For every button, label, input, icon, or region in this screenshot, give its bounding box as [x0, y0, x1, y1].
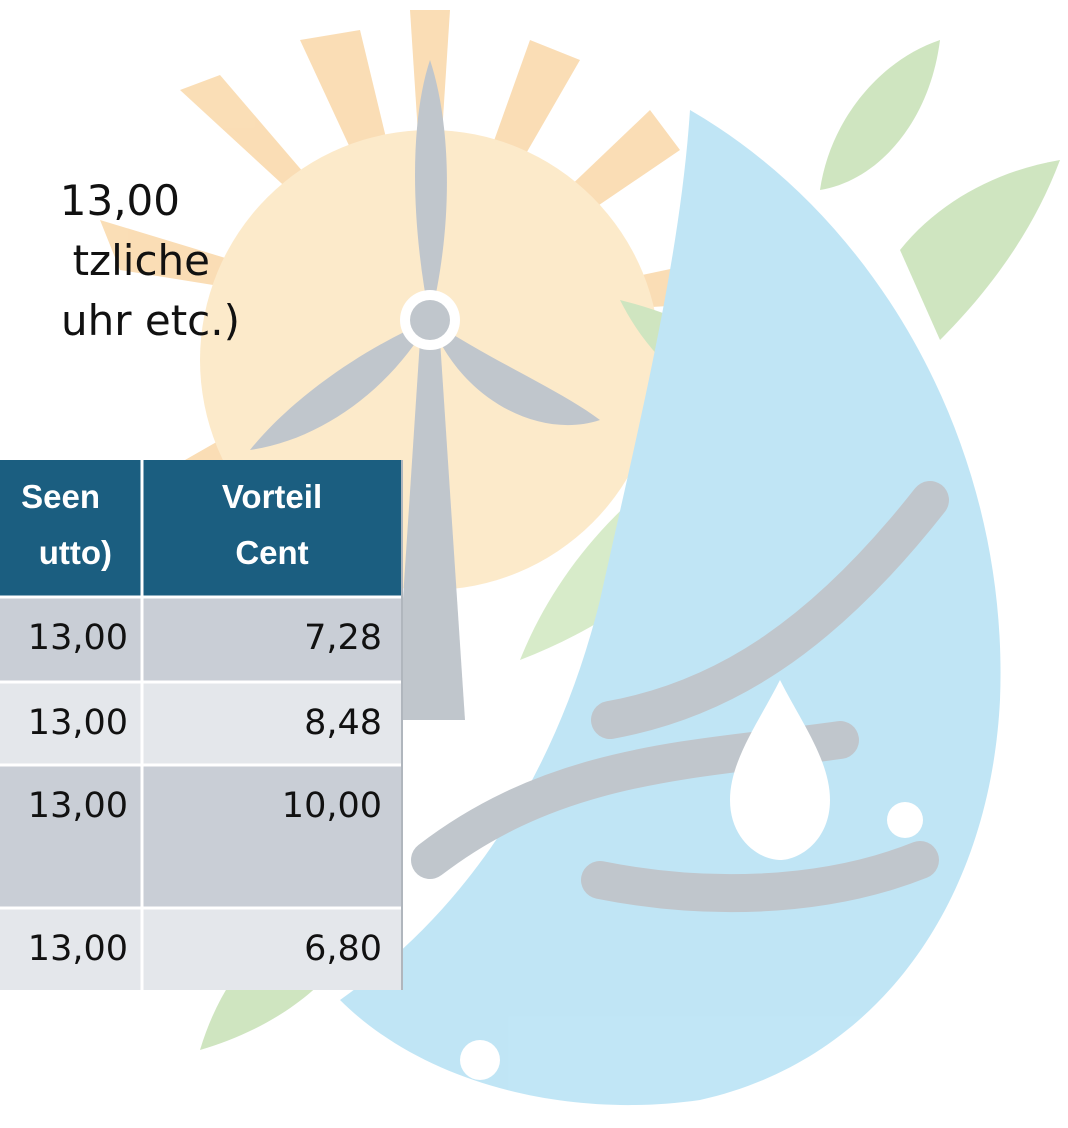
table-cell: 13,00 — [28, 786, 128, 826]
background-logo — [100, 10, 1060, 1106]
table: Seen utto) Vorteil Cent 13,00 7,28 13,00 8,… — [0, 460, 403, 990]
table-cell: 13,00 — [28, 618, 128, 658]
text-line: 13,00 — [60, 176, 180, 225]
text-line: uhr etc.) — [61, 296, 240, 345]
text-line: tzliche — [73, 236, 210, 285]
table-cell: 10,00 — [282, 786, 382, 826]
table-row — [0, 765, 402, 908]
table-cell: 13,00 — [28, 703, 128, 743]
table-row — [0, 682, 402, 765]
table-header — [0, 460, 402, 597]
table-row — [0, 908, 402, 990]
table-cell: 6,80 — [304, 929, 382, 969]
header-cell: Seen — [21, 478, 100, 515]
table-row — [0, 597, 402, 682]
table-cell: 8,48 — [304, 703, 382, 743]
text-block: 13,00 tzliche uhr etc.) — [60, 176, 240, 345]
table-body: 13,00 7,28 13,00 8,48 13,00 10,00 13,00 6,80 — [0, 460, 403, 990]
header-cell: utto) — [39, 534, 112, 571]
table-cell: 13,00 — [28, 929, 128, 969]
header-cell: Vorteil — [222, 478, 322, 515]
table-cell: 7,28 — [304, 618, 382, 658]
header-cell: Cent — [235, 534, 308, 571]
